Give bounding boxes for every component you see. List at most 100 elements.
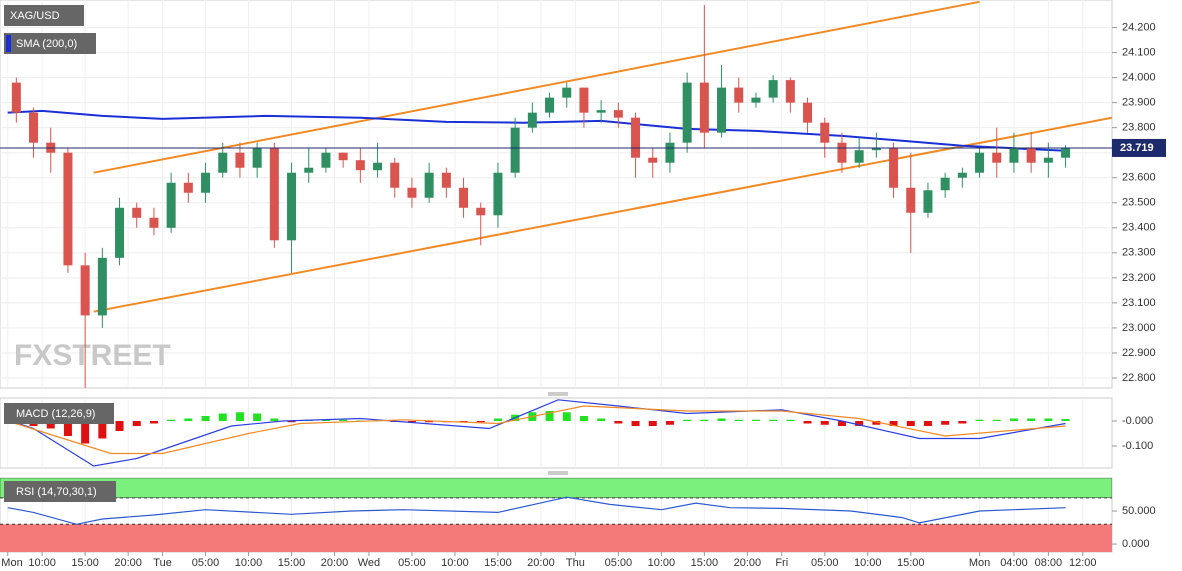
watermark: FXSTREET xyxy=(14,339,171,372)
candle-body xyxy=(321,152,331,168)
candle-body xyxy=(854,150,864,163)
candle-body xyxy=(768,80,778,98)
grid xyxy=(0,0,1112,552)
candle-body xyxy=(459,187,469,208)
candle-body xyxy=(304,167,314,173)
x-tick-label: Wed xyxy=(358,557,380,569)
overbought-band xyxy=(0,478,1112,499)
x-tick-label: 15:00 xyxy=(691,557,719,569)
histogram-bar xyxy=(855,421,864,426)
histogram-bar xyxy=(923,421,932,426)
candle-body xyxy=(734,87,744,103)
histogram-bar xyxy=(683,419,692,421)
candle-body xyxy=(97,257,107,316)
candle-body xyxy=(699,82,709,133)
sma-line xyxy=(7,109,1066,152)
y-tick-label: 24.200 xyxy=(1122,21,1156,33)
histogram-bar xyxy=(1027,418,1036,421)
candle-body xyxy=(29,112,39,143)
x-tick-label: 08:00 xyxy=(1035,557,1063,569)
price-plot xyxy=(7,0,1112,388)
x-tick-label: Tue xyxy=(153,557,172,569)
candle-body xyxy=(923,190,933,213)
x-tick-label: 15:00 xyxy=(484,557,512,569)
y-tick-label: 23.600 xyxy=(1122,172,1156,184)
x-tick-label: 12:00 xyxy=(1069,557,1097,569)
x-tick-label: 04:00 xyxy=(1000,557,1028,569)
candle-body xyxy=(287,172,297,241)
y-tick-label: 22.900 xyxy=(1122,347,1156,359)
candle-body xyxy=(579,87,589,113)
candle-body xyxy=(166,182,176,228)
x-tick-label: 20:00 xyxy=(114,557,142,569)
candle-body xyxy=(11,82,21,113)
y-tick-label: 24.100 xyxy=(1122,46,1156,58)
candle-body xyxy=(906,187,916,213)
histogram-bar xyxy=(786,419,795,421)
histogram-bar xyxy=(734,419,743,421)
histogram-bar xyxy=(201,416,210,421)
y-tick-label: 23.000 xyxy=(1122,322,1156,334)
x-tick-label: 10:00 xyxy=(648,557,676,569)
x-tick-label: 05:00 xyxy=(605,557,633,569)
histogram-bar xyxy=(81,421,90,444)
candle-body xyxy=(940,177,950,191)
y-tick-label: 23.300 xyxy=(1122,247,1156,259)
y-tick-label: -0.100 xyxy=(1122,440,1153,452)
candle-body xyxy=(665,142,675,163)
x-tick-label: Fri xyxy=(775,557,788,569)
histogram-bar xyxy=(648,421,657,426)
label-box xyxy=(4,5,84,26)
chart-title: XAG/USD xyxy=(10,10,60,22)
candle-body xyxy=(269,147,279,241)
histogram-bar xyxy=(339,419,348,421)
price-label: 23.719 xyxy=(1120,142,1154,154)
macd-panel xyxy=(0,397,1113,469)
histogram-bar xyxy=(614,421,623,424)
x-tick-label: Mon xyxy=(969,557,990,569)
x-tick-label: 05:00 xyxy=(192,557,220,569)
histogram-bar xyxy=(407,421,416,423)
macd-line xyxy=(7,405,1066,455)
candle-body xyxy=(1009,147,1019,163)
histogram-bar xyxy=(253,413,262,421)
histogram-bar xyxy=(717,418,726,421)
candle-body xyxy=(218,152,228,173)
y-tick-label: -0.000 xyxy=(1122,415,1153,427)
axes: 24.20024.10024.00023.90023.80023.70023.6… xyxy=(0,21,1166,569)
candle-body xyxy=(441,172,451,188)
histogram-bar xyxy=(115,421,124,431)
candle-body xyxy=(837,142,847,163)
histogram-bar xyxy=(906,421,915,426)
candle-body xyxy=(957,172,967,178)
histogram-bar xyxy=(562,412,571,421)
histogram-bar xyxy=(597,418,606,421)
y-tick-label: 50.000 xyxy=(1122,505,1156,517)
candle-body xyxy=(149,217,159,228)
x-tick-label: 15:00 xyxy=(71,557,99,569)
x-tick-label: 20:00 xyxy=(321,557,349,569)
x-tick-label: 20:00 xyxy=(734,557,762,569)
histogram-bar xyxy=(167,419,176,421)
rsi-title: RSI (14,70,30,1) xyxy=(16,486,97,498)
histogram-bar xyxy=(493,418,502,421)
candle-body xyxy=(338,152,348,161)
candle-body xyxy=(235,152,245,168)
y-tick-label: 23.200 xyxy=(1122,272,1156,284)
label-box xyxy=(4,403,114,424)
macd-title: MACD (12,26,9) xyxy=(16,408,95,420)
histogram-bar xyxy=(218,413,227,421)
trend-line xyxy=(93,0,980,174)
x-tick-label: 10:00 xyxy=(441,557,469,569)
y-tick-label: 23.100 xyxy=(1122,297,1156,309)
candle-body xyxy=(562,87,572,98)
x-tick-label: Thu xyxy=(566,557,585,569)
histogram-bar xyxy=(321,419,330,421)
histogram-bar xyxy=(98,421,107,439)
histogram-bar xyxy=(235,412,244,421)
histogram-bar xyxy=(287,421,296,423)
x-tick-label: 15:00 xyxy=(897,557,925,569)
oversold-band xyxy=(0,524,1112,552)
x-tick-label: 05:00 xyxy=(811,557,839,569)
